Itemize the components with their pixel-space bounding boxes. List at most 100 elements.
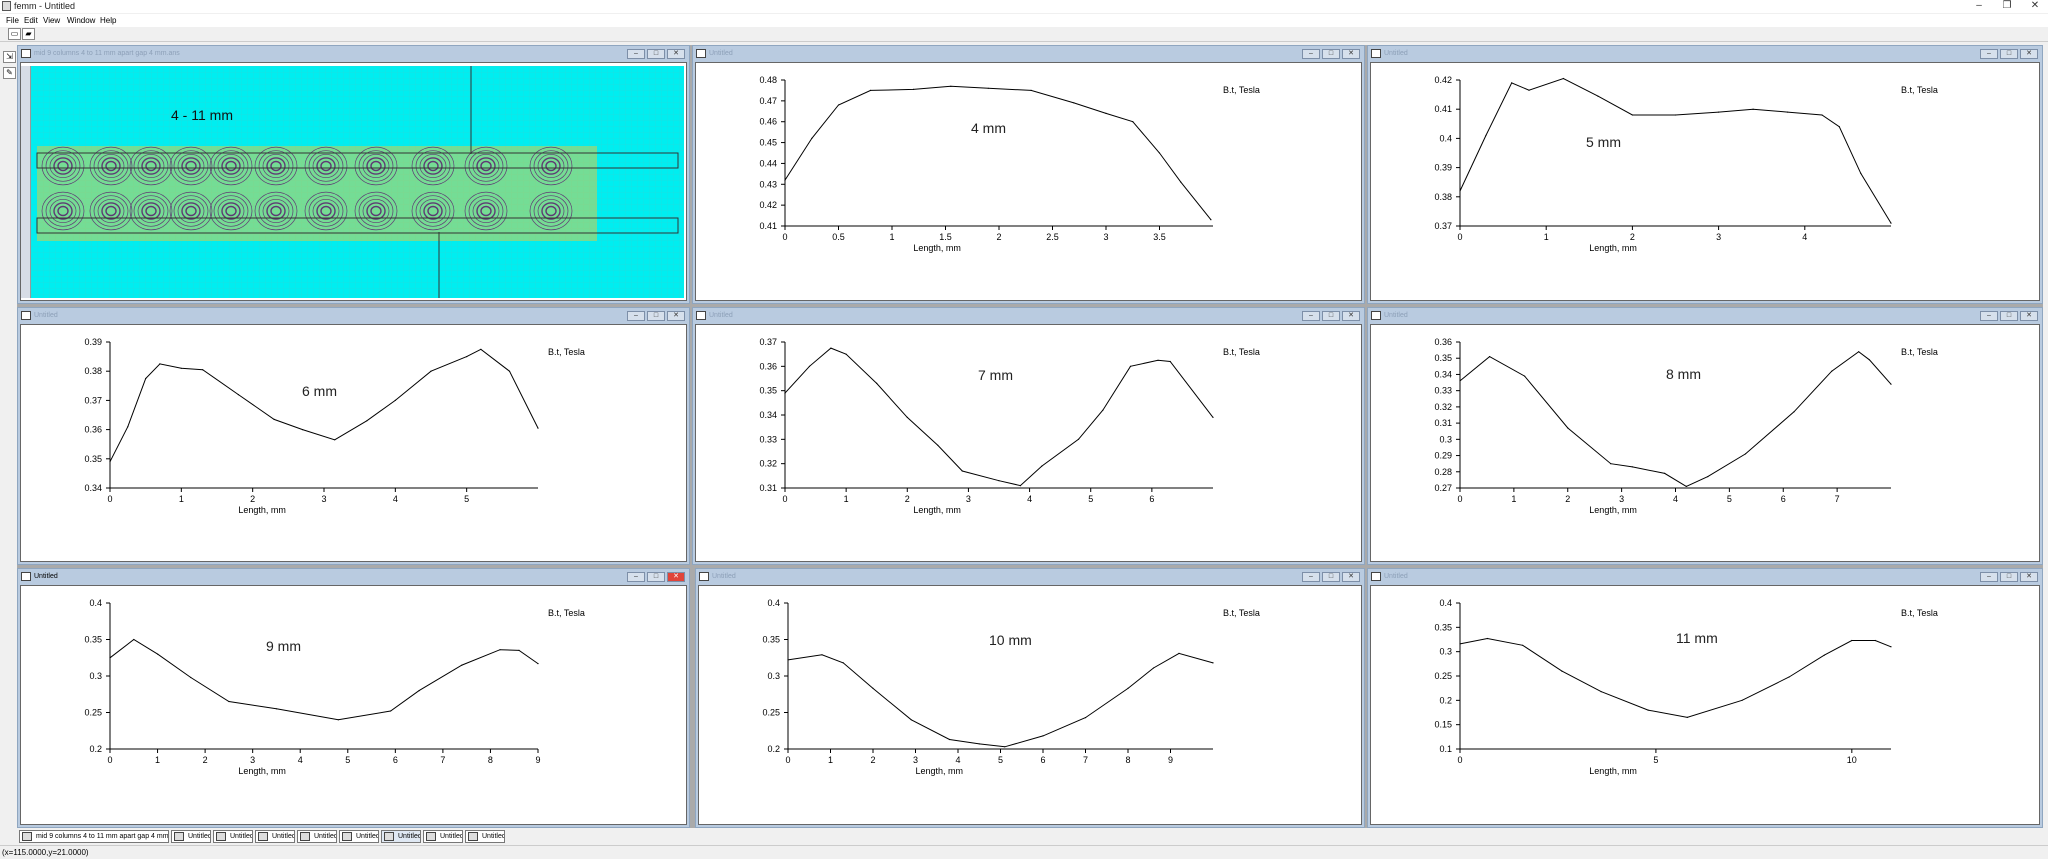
plot-window-titlebar[interactable]: Untitled – □ ✕ [18, 308, 689, 323]
field-view[interactable]: 4 - 11 mm [20, 62, 687, 301]
taskbar-item-7[interactable]: Untitled [381, 830, 421, 843]
y-tick-label: 0.2 [1439, 695, 1452, 705]
panel-close-button[interactable]: ✕ [667, 49, 685, 59]
plot-window-titlebar[interactable]: Untitled – □ ✕ [1368, 569, 2042, 584]
taskbar-item-8[interactable]: Untitled [423, 830, 463, 843]
taskbar-item-label: Untitled [398, 833, 421, 840]
panel-minimize-button[interactable]: – [627, 311, 645, 321]
panel-minimize-button[interactable]: – [1980, 572, 1998, 582]
flux-contour [57, 205, 69, 217]
panel-maximize-button[interactable]: □ [2000, 311, 2018, 321]
panel-minimize-button[interactable]: – [627, 49, 645, 59]
panel-close-button[interactable]: ✕ [1342, 49, 1360, 59]
flux-contour [366, 202, 386, 220]
flux-contour [308, 150, 344, 182]
coordinate-readout: (x=115.0000,y=21.0000) [2, 848, 89, 857]
minimize-window-button[interactable]: – [1976, 0, 1982, 11]
flux-contour [57, 160, 69, 172]
y-tick-label: 0.4 [89, 598, 102, 608]
taskbar-item-1[interactable]: mid 9 columns 4 to 11 mm apart gap 4 mm.… [19, 830, 169, 843]
panel-close-button[interactable]: ✕ [667, 311, 685, 321]
flux-density-plot[interactable]: 4 - 11 mm [31, 66, 684, 298]
panel-minimize-button[interactable]: – [1302, 572, 1320, 582]
x-tick-label: 3 [1103, 232, 1108, 242]
flux-contour [427, 160, 439, 172]
menu-view[interactable]: View [43, 16, 61, 25]
flux-contour [209, 146, 253, 186]
plot-window-title: Untitled [712, 573, 736, 580]
plot-window-titlebar[interactable]: Untitled – □ ✕ [1368, 308, 2042, 323]
x-axis-label: Length, mm [238, 766, 286, 776]
x-tick-label: 5 [1088, 494, 1093, 504]
panel-maximize-button[interactable]: □ [647, 311, 665, 321]
taskbar-item-6[interactable]: Untitled [339, 830, 379, 843]
x-tick-label: 3 [913, 755, 918, 765]
plot-window-4[interactable]: Untitled – □ ✕ 0.37 0.36 0.35 0.34 0.33 0.32 0.31 0… [692, 307, 1365, 565]
panel-maximize-button[interactable]: □ [1322, 572, 1340, 582]
open-folder-icon[interactable]: ▰ [22, 28, 35, 40]
menu-window[interactable]: Window [67, 16, 96, 25]
plot-window-titlebar[interactable]: Untitled – □ ✕ [693, 46, 1364, 61]
panel-minimize-button[interactable]: – [627, 572, 645, 582]
taskbar-item-2[interactable]: Untitled [171, 830, 211, 843]
line-plot-area[interactable]: 0.4 0.35 0.3 0.25 0.2 0 1 2 3 4 5 6 7 8 9 10 mm B.t, Tes… [698, 585, 1362, 825]
data-point [1489, 356, 1491, 358]
taskbar-item-3[interactable]: Untitled [213, 830, 253, 843]
line-plot-area[interactable]: 0.42 0.41 0.4 0.39 0.38 0.37 0 1 2 3 4 5 mm B.t, Tes… [1370, 62, 2040, 301]
plot-window-7[interactable]: Untitled – □ ✕ 0.4 0.35 0.3 0.25 0.2 0 1 2 3 4 5 6 7 8 9 10… [695, 568, 1365, 828]
line-plot-area[interactable]: 0.37 0.36 0.35 0.34 0.33 0.32 0.31 0 1 2 3 4 5 6 7 mm B… [695, 324, 1362, 562]
taskbar-item-label: Untitled [272, 833, 295, 840]
data-point [1157, 359, 1159, 361]
field-plot-window[interactable]: mid 9 columns 4 to 11 mm apart gap 4 mm.… [17, 45, 690, 304]
close-window-button[interactable]: ✕ [2030, 0, 2040, 11]
panel-maximize-button[interactable]: □ [2000, 572, 2018, 582]
x-tick-label: 1 [828, 755, 833, 765]
panel-maximize-button[interactable]: □ [647, 49, 665, 59]
panel-minimize-button[interactable]: – [1980, 49, 1998, 59]
panel-close-button[interactable]: ✕ [667, 572, 685, 582]
panel-maximize-button[interactable]: □ [647, 572, 665, 582]
panel-maximize-button[interactable]: □ [2000, 49, 2018, 59]
new-document-icon[interactable]: ▭ [8, 28, 21, 40]
plot-window-titlebar[interactable]: Untitled – □ ✕ [1368, 46, 2042, 61]
flux-contour [101, 202, 121, 220]
x-tick-label: 2 [1565, 494, 1570, 504]
panel-close-button[interactable]: ✕ [2020, 311, 2038, 321]
plot-window-titlebar[interactable]: Untitled – □ ✕ [693, 308, 1364, 323]
taskbar-item-4[interactable]: Untitled [255, 830, 295, 843]
panel-close-button[interactable]: ✕ [2020, 572, 2038, 582]
line-plot-area[interactable]: 0.39 0.38 0.37 0.36 0.35 0.34 0 1 2 3 4 5 6 mm B.t, T… [20, 324, 687, 562]
data-point [1522, 644, 1524, 646]
line-plot-area[interactable]: 0.36 0.35 0.34 0.33 0.32 0.31 0.3 0.29 0.28 0.27 0… [1370, 324, 2040, 562]
panel-close-button[interactable]: ✕ [1342, 311, 1360, 321]
panel-maximize-button[interactable]: □ [1322, 49, 1340, 59]
restore-window-button[interactable]: ❐ [2002, 0, 2012, 11]
line-plot-area[interactable]: 0.4 0.35 0.3 0.25 0.2 0.15 0.1 0 5 10 11 mm B.t, Te… [1370, 585, 2040, 825]
taskbar-item-9[interactable]: Untitled [465, 830, 505, 843]
panel-maximize-button[interactable]: □ [1322, 311, 1340, 321]
panel-minimize-button[interactable]: – [1980, 311, 1998, 321]
line-plot-area[interactable]: 0.48 0.47 0.46 0.45 0.44 0.43 0.42 0.41 0 0.5 1 1.5… [695, 62, 1362, 301]
panel-close-button[interactable]: ✕ [2020, 49, 2038, 59]
x-tick-label: 4 [298, 755, 303, 765]
line-plot-area[interactable]: 0.4 0.35 0.3 0.25 0.2 0 1 2 3 4 5 6 7 8 9 9 mm B.t, Tesl… [20, 585, 687, 825]
plot-window-titlebar[interactable]: Untitled – □ ✕ [696, 569, 1364, 584]
plot-window-6[interactable]: Untitled – □ ✕ 0.4 0.35 0.3 0.25 0.2 0 1 2 3 4 5 6 7 8 9 9 … [17, 568, 690, 828]
plot-window-titlebar[interactable]: Untitled – □ ✕ [18, 569, 689, 584]
plot-window-5[interactable]: Untitled – □ ✕ 0.36 0.35 0.34 0.33 0.32 0.31 0.3 0.… [1367, 307, 2043, 565]
plot-window-3[interactable]: Untitled – □ ✕ 0.39 0.38 0.37 0.36 0.35 0.34 0 1 2 3 4… [17, 307, 690, 565]
edit-tool-icon[interactable]: ✎ [3, 67, 16, 79]
taskbar-item-5[interactable]: Untitled [297, 830, 337, 843]
field-window-titlebar[interactable]: mid 9 columns 4 to 11 mm apart gap 4 mm.… [18, 46, 689, 61]
menu-file[interactable]: File [6, 16, 19, 25]
panel-minimize-button[interactable]: – [1302, 49, 1320, 59]
panel-minimize-button[interactable]: – [1302, 311, 1320, 321]
plot-window-1[interactable]: Untitled – □ ✕ 0.48 0.47 0.46 0.45 0.44 0.43 0.42 0… [692, 45, 1365, 304]
menu-edit[interactable]: Edit [24, 16, 38, 25]
plot-window-8[interactable]: Untitled – □ ✕ 0.4 0.35 0.3 0.25 0.2 0.15 0.1 0 5 10 1… [1367, 568, 2043, 828]
zoom-tool-icon[interactable]: ⇲ [3, 51, 16, 63]
plot-window-2[interactable]: Untitled – □ ✕ 0.42 0.41 0.4 0.39 0.38 0.37 0 1 2 3 4 5… [1367, 45, 2043, 304]
menu-help[interactable]: Help [100, 16, 117, 25]
y-tick-label: 0.35 [1434, 353, 1452, 363]
panel-close-button[interactable]: ✕ [1342, 572, 1360, 582]
